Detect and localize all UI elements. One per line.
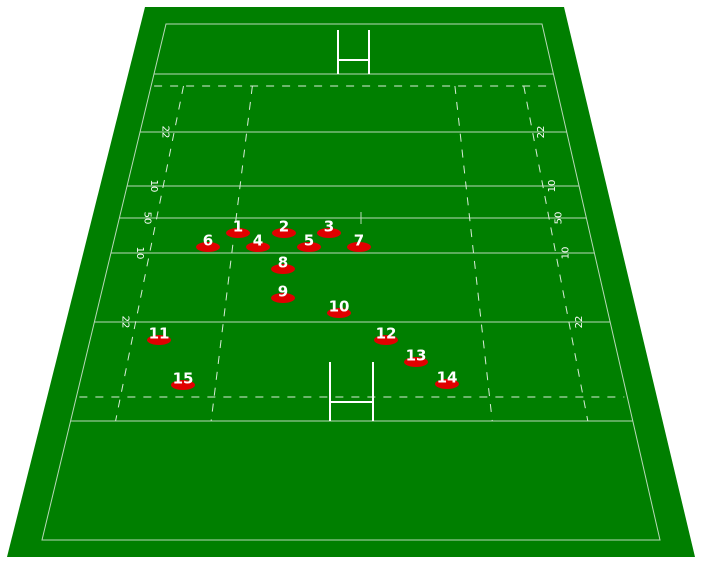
player: 2 <box>272 218 296 238</box>
field-label: 22 <box>536 126 547 139</box>
player-marker <box>147 335 171 345</box>
player: 13 <box>404 347 428 367</box>
boundary <box>41 23 661 541</box>
goal-post-bottom <box>329 362 374 421</box>
player-marker <box>246 242 270 252</box>
player-marker <box>435 379 459 389</box>
player-number: 14 <box>437 369 458 387</box>
player-marker <box>317 228 341 238</box>
player-marker <box>171 380 195 390</box>
field-lines <box>70 73 633 422</box>
field-label: 10 <box>560 247 571 260</box>
player-number: 9 <box>278 283 288 301</box>
player: 1 <box>226 218 250 238</box>
player-number: 10 <box>329 298 350 316</box>
player-marker <box>347 242 371 252</box>
player: 6 <box>196 232 220 252</box>
player-marker <box>272 228 296 238</box>
field-label: 10 <box>134 247 145 260</box>
field-label: 22 <box>574 316 585 329</box>
player-marker <box>271 264 295 274</box>
player: 15 <box>171 370 195 390</box>
player-number: 12 <box>376 325 397 343</box>
field <box>7 7 695 557</box>
player-number: 3 <box>324 218 334 236</box>
player: 14 <box>435 369 459 389</box>
field-label: 50 <box>141 212 152 225</box>
player-marker <box>297 242 321 252</box>
player-number: 5 <box>304 232 314 250</box>
goal-posts <box>329 30 374 421</box>
player: 5 <box>297 232 321 252</box>
player-marker <box>327 308 351 318</box>
player-number: 15 <box>173 370 194 388</box>
player-marker <box>226 228 250 238</box>
player-number: 2 <box>279 218 289 236</box>
player: 12 <box>374 325 398 345</box>
player: 10 <box>327 298 351 318</box>
player-marker <box>374 335 398 345</box>
player-number: 13 <box>406 347 427 365</box>
goal-post-top <box>337 30 370 74</box>
player: 11 <box>147 325 171 345</box>
player: 7 <box>347 232 371 252</box>
player: 8 <box>271 254 295 274</box>
player-number: 8 <box>278 254 288 272</box>
player-number: 6 <box>203 232 213 250</box>
player-number: 4 <box>253 232 263 250</box>
player-marker <box>196 242 220 252</box>
field-label: 22 <box>160 126 171 139</box>
player-number: 11 <box>149 325 170 343</box>
field-label: 22 <box>119 316 130 329</box>
field-label: 50 <box>553 212 564 225</box>
player: 3 <box>317 218 341 238</box>
player: 4 <box>246 232 270 252</box>
player-number: 1 <box>233 218 243 236</box>
field-label: 10 <box>148 180 159 193</box>
field-label: 10 <box>547 180 558 193</box>
player-marker <box>404 357 428 367</box>
player-number: 7 <box>354 232 364 250</box>
player-marker <box>271 293 295 303</box>
player: 9 <box>271 283 295 303</box>
